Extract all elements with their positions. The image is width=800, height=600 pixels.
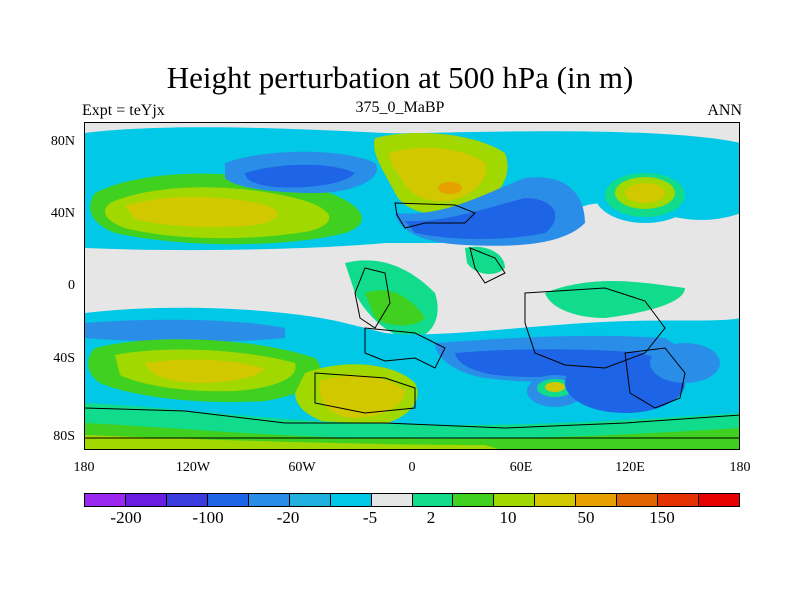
contour-map [84,122,740,450]
colorbar-swatch [207,494,249,506]
colorbar-swatch [576,494,618,506]
colorbar-swatch [617,494,659,506]
y-tick-label: 80S [53,429,75,444]
colorbar-swatch [85,494,126,506]
colorbar-label: 10 [499,508,517,527]
season-label: ANN [707,102,742,119]
x-tick-label: 180 [729,460,751,475]
colorbar-swatch [494,494,536,506]
colorbar-label: -20 [276,508,300,527]
colorbar-label: -5 [362,508,378,527]
colorbar-label: 50 [577,508,595,527]
colorbar-label: 2 [426,508,436,527]
x-tick-label: 180 [73,460,95,475]
colorbar-swatch [453,494,495,506]
y-tick-label: 40S [53,351,75,366]
chart-title: Height perturbation at 500 hPa (in m) [166,60,634,95]
colorbar-swatch [330,494,372,506]
colorbar-swatch [166,494,208,506]
x-tick-label: 0 [408,460,416,475]
colorbar-swatch [289,494,331,506]
y-tick-label: 40N [50,206,75,221]
period-label: 375_0_MaBP [355,99,445,116]
x-tick-label: 120W [175,460,211,475]
colorbar-swatch [125,494,167,506]
colorbar-swatch [699,494,739,506]
experiment-label: Expt = teYjx [82,102,165,119]
x-tick-label: 60E [509,460,533,475]
colorbar-swatch [248,494,290,506]
colorbar-label: -100 [192,508,224,527]
colorbar [84,493,740,507]
y-tick-label: 0 [68,278,75,293]
colorbar-swatch [658,494,700,506]
colorbar-swatch [535,494,577,506]
x-tick-label: 60W [288,460,316,475]
x-tick-label: 120E [615,460,645,475]
colorbar-label: -200 [110,508,142,527]
y-tick-label: 80N [50,134,75,149]
colorbar-swatch [412,494,454,506]
colorbar-label: 150 [649,508,675,527]
colorbar-swatch [371,494,413,506]
